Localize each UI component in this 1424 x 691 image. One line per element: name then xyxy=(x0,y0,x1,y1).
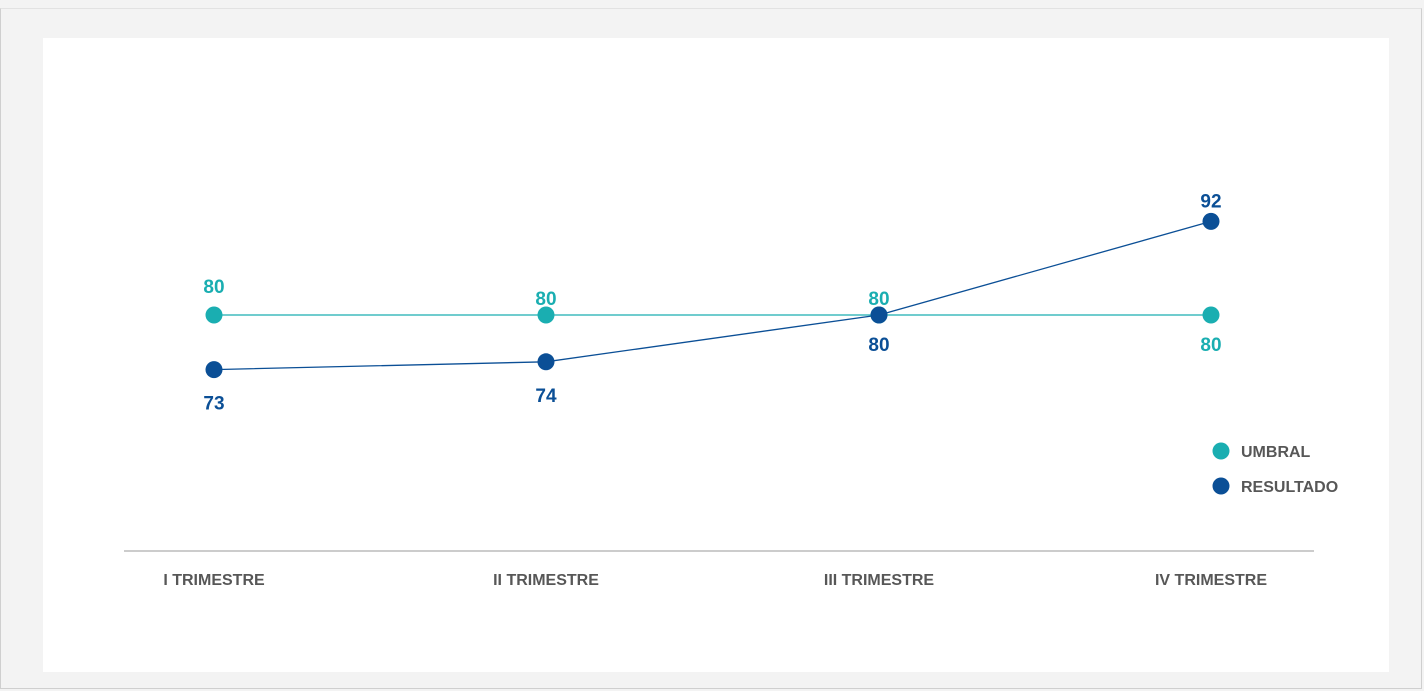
x-tick-label-2: II TRIMESTRE xyxy=(493,572,599,589)
data-label-umbral-4: 80 xyxy=(1200,335,1221,356)
data-label-umbral-3: 80 xyxy=(868,289,889,310)
data-point-resultado-3 xyxy=(870,306,888,324)
chart-panel xyxy=(43,38,1389,672)
data-label-umbral-1: 80 xyxy=(203,277,224,298)
legend-marker-umbral xyxy=(1212,442,1230,460)
legend-label-umbral: UMBRAL xyxy=(1241,444,1311,461)
data-label-resultado-2: 74 xyxy=(535,386,557,407)
data-point-resultado-1 xyxy=(205,361,223,379)
data-label-resultado-1: 73 xyxy=(203,394,224,415)
data-label-resultado-3: 80 xyxy=(868,335,889,356)
data-label-resultado-4: 92 xyxy=(1200,191,1221,212)
legend-label-resultado: RESULTADO xyxy=(1241,479,1338,496)
data-point-resultado-2 xyxy=(537,353,555,371)
data-label-umbral-2: 80 xyxy=(535,289,556,310)
series-line-resultado xyxy=(213,220,1212,371)
x-tick-label-3: III TRIMESTRE xyxy=(824,572,935,589)
data-point-umbral-2 xyxy=(537,306,555,324)
x-tick-label-1: I TRIMESTRE xyxy=(163,572,265,589)
data-point-umbral-1 xyxy=(205,306,223,324)
x-tick-label-4: IV TRIMESTRE xyxy=(1155,572,1267,589)
value-labels: 80 80 80 80 73 74 80 92 xyxy=(203,191,1221,414)
legend: UMBRAL RESULTADO xyxy=(1212,442,1338,496)
series-layer xyxy=(205,212,1220,379)
data-point-umbral-4 xyxy=(1202,306,1220,324)
legend-marker-resultado xyxy=(1212,477,1230,495)
data-point-resultado-4 xyxy=(1202,212,1220,230)
chart-frame xyxy=(0,8,1422,689)
x-axis-ticks: I TRIMESTRE II TRIMESTRE III TRIMESTRE IV T… xyxy=(163,572,1267,589)
